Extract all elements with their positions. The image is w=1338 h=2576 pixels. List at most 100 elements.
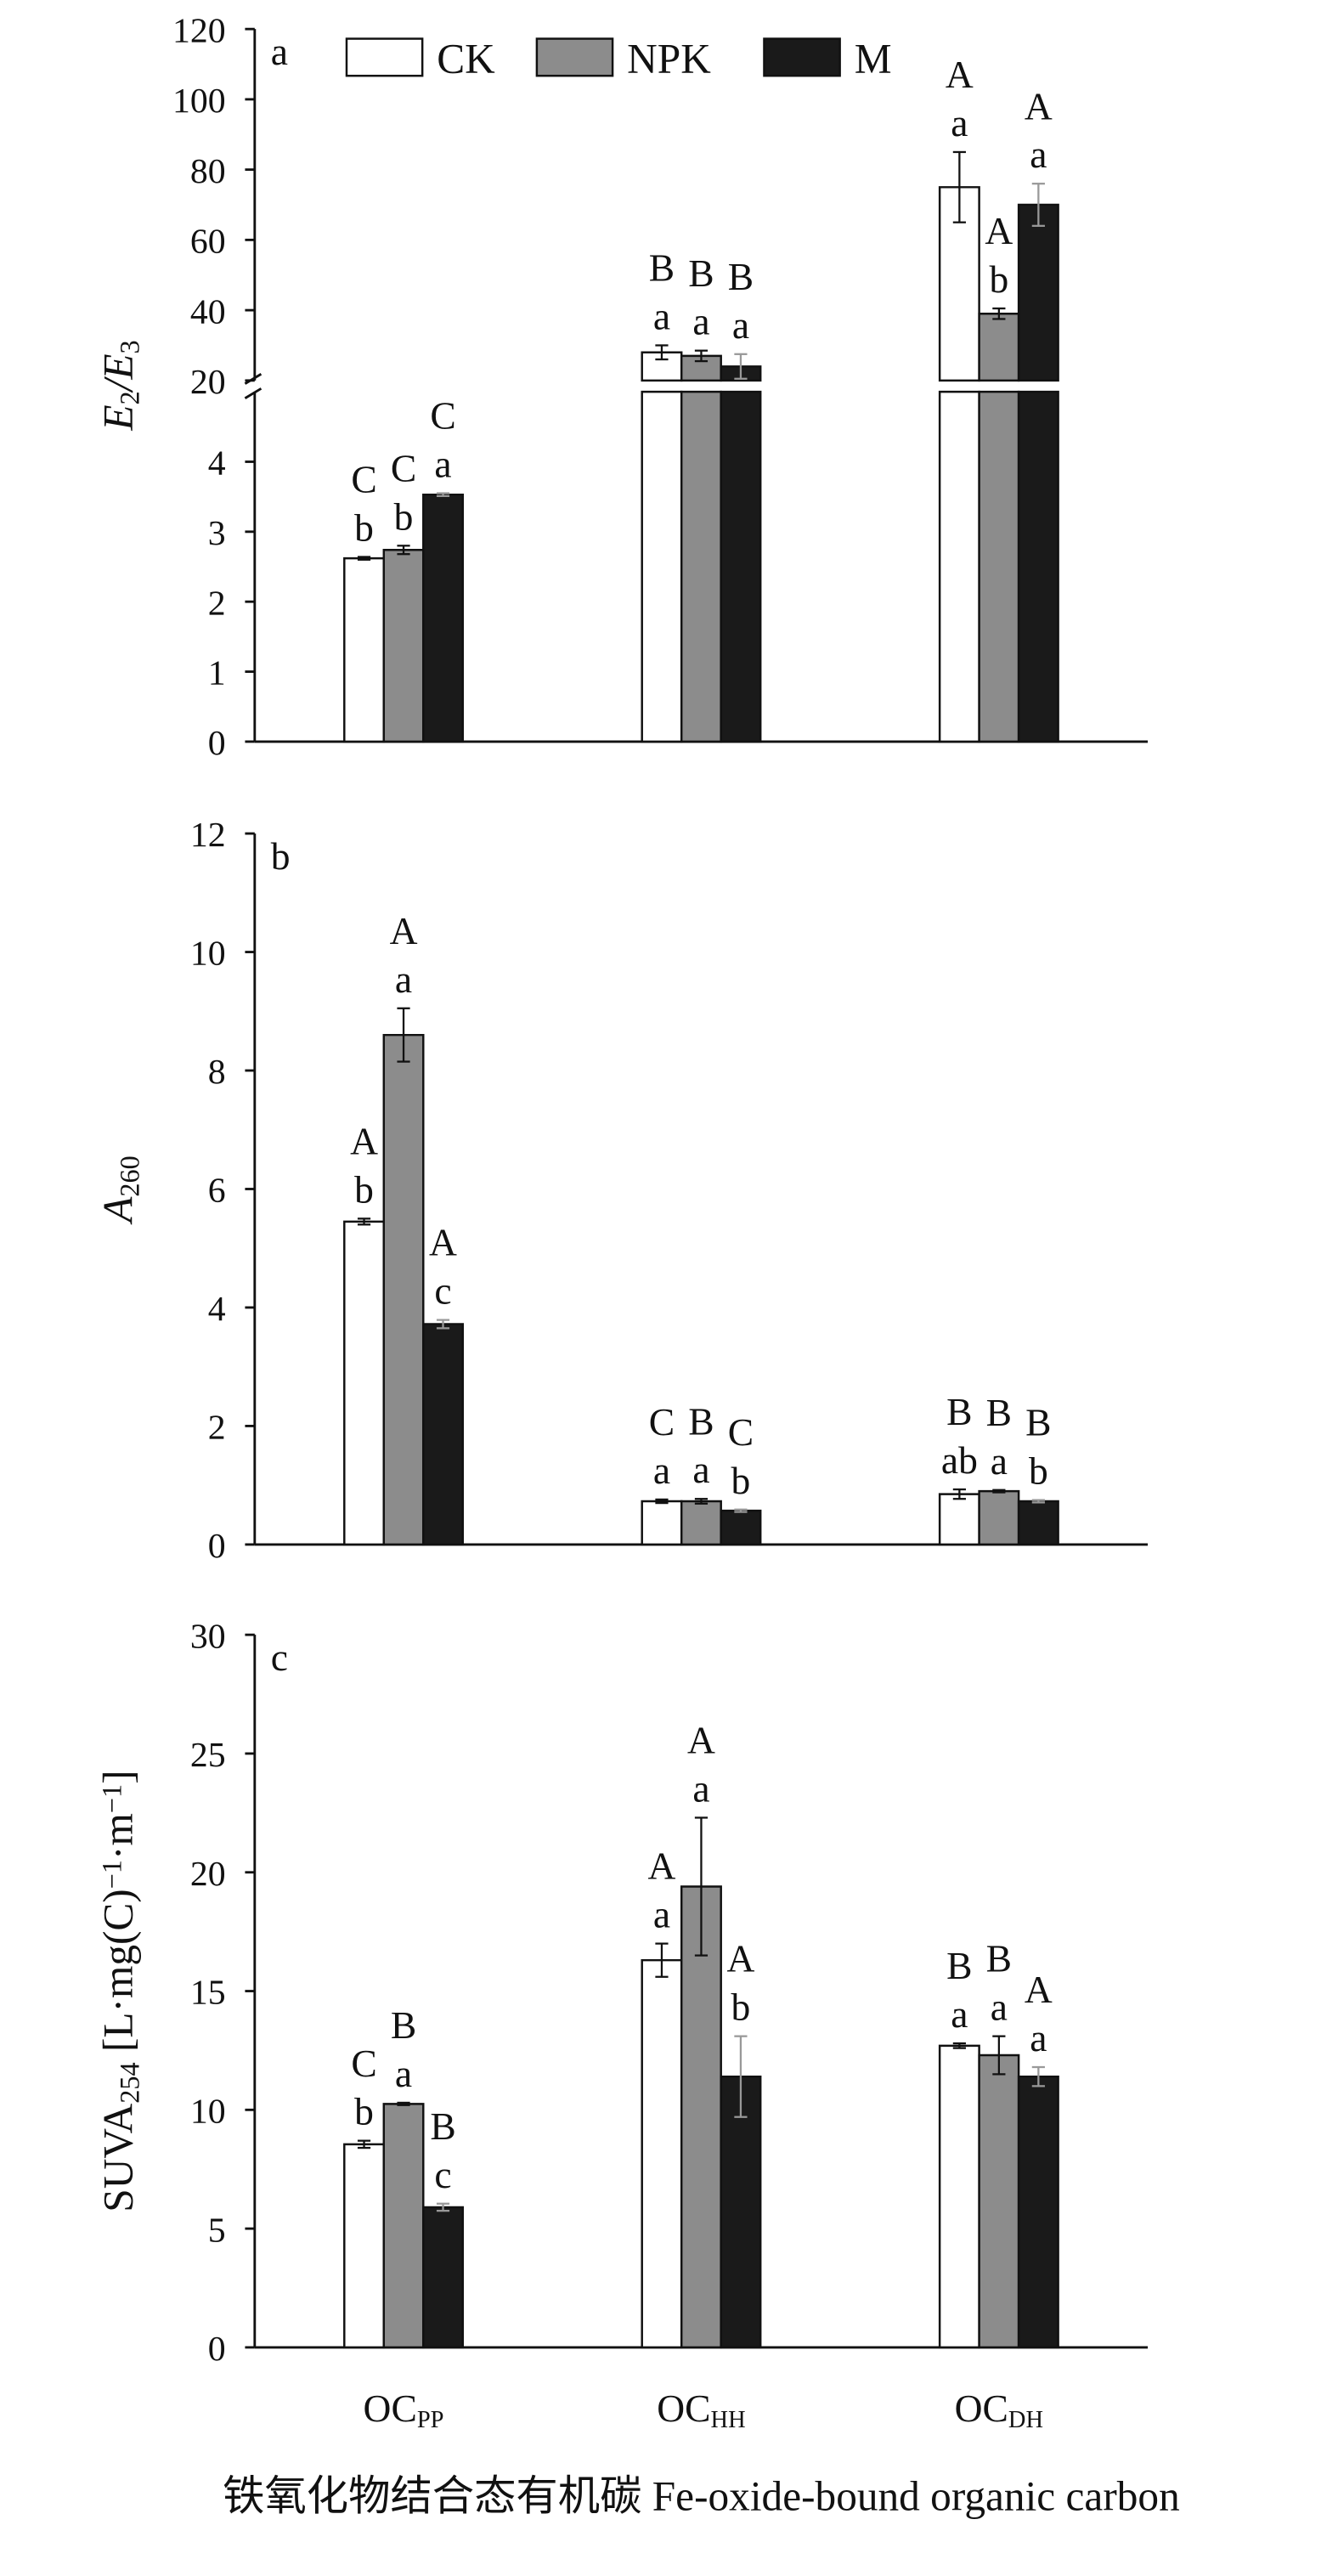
label-part: A [95, 1196, 142, 1225]
y-tick-label: 20 [190, 363, 226, 402]
panel-label: a [271, 30, 288, 73]
group-letter: B [946, 1944, 972, 1987]
y-tick-label: 120 [172, 11, 226, 50]
group-letter: B [1025, 1401, 1051, 1444]
y-axis-label: A260 [95, 1155, 145, 1225]
label-part: 2 [115, 391, 145, 404]
bar [1017, 2075, 1059, 2349]
bar [641, 351, 683, 743]
significance-letter: a [692, 300, 709, 343]
error-bar [436, 492, 450, 497]
label-part: OC [955, 2387, 1008, 2430]
significance-letter: c [434, 2153, 451, 2196]
label-part: 260 [115, 1155, 145, 1196]
x-axis-label: 铁氧化物结合态有机碳 Fe-oxide-bound organic carbon [223, 2473, 1180, 2520]
label-part: DH [1008, 2407, 1043, 2433]
error-bar [1031, 2065, 1045, 2087]
group-letter: B [986, 1937, 1012, 1980]
significance-letter: b [731, 1986, 751, 2029]
legend-label: M [855, 35, 892, 82]
group-letter: A [390, 909, 418, 952]
group-letter: A [1025, 1968, 1053, 2011]
error-bar [694, 1816, 709, 1957]
bar [978, 1489, 1020, 1546]
bar [422, 1323, 464, 1546]
legend-item: CK [345, 35, 495, 82]
y-tick-label: 4 [208, 444, 226, 483]
y-tick-label: 0 [208, 724, 226, 763]
error-bar [952, 150, 966, 223]
y-tick-label: 2 [208, 1409, 226, 1448]
error-bar [397, 2101, 410, 2106]
group-letter: B [688, 1399, 714, 1443]
bar [938, 1493, 980, 1546]
error-bar [655, 1498, 669, 1505]
bar [680, 354, 722, 743]
y-tick-label: 4 [208, 1290, 226, 1329]
error-bar [734, 1508, 748, 1513]
group-letter: A [687, 1719, 715, 1762]
label-part: ·m [95, 1813, 142, 1860]
significance-letter: ab [941, 1438, 978, 1482]
legend-label: NPK [627, 35, 711, 82]
label-part: ] [95, 1770, 142, 1783]
y-tick-label: 6 [208, 1172, 226, 1211]
error-bar [357, 1217, 371, 1226]
significance-letter: a [395, 2052, 412, 2095]
error-bar [992, 307, 1006, 320]
significance-letter: b [731, 1459, 751, 1502]
significance-letter: a [991, 1439, 1008, 1483]
error-bar [397, 1007, 410, 1063]
y-axis-label: SUVA254 [L·mg(C)−1·m−1] [95, 1770, 145, 2212]
group-letter: A [946, 53, 974, 96]
error-bar [655, 344, 669, 361]
group-letter: C [351, 458, 376, 501]
bar [938, 186, 980, 743]
group-letter: C [351, 2042, 376, 2085]
y-tick-label: 15 [190, 1974, 226, 2013]
panel-label: b [271, 834, 291, 878]
legend-swatch [345, 37, 424, 77]
y-tick-label: 100 [172, 82, 226, 121]
group-letter: C [391, 446, 416, 489]
significance-letter: b [394, 494, 414, 538]
error-bar [655, 1942, 669, 1978]
error-bar [397, 545, 410, 556]
y-tick-label: 10 [190, 2093, 226, 2132]
label-part: −1 [97, 1860, 127, 1889]
significance-letter: b [354, 506, 374, 550]
group-letter: A [350, 1119, 378, 1162]
significance-letter: a [653, 1893, 670, 1936]
label-part: PP [417, 2407, 444, 2433]
error-bar [436, 1319, 450, 1330]
error-bar [1031, 183, 1045, 227]
y-axis-label: E2/E3 [95, 340, 145, 431]
bar [978, 2053, 1020, 2349]
significance-letter: a [951, 1992, 968, 2036]
group-letter: A [985, 209, 1013, 252]
bar [720, 2075, 762, 2349]
significance-letter: a [1030, 133, 1047, 176]
axis-break [244, 387, 263, 399]
significance-letter: b [1029, 1449, 1048, 1493]
error-bar [357, 556, 371, 561]
panel-label: c [271, 1635, 288, 1679]
group-letter: C [649, 1400, 675, 1443]
label-part: 3 [115, 340, 145, 353]
group-letter: B [946, 1390, 972, 1433]
y-tick-label: 30 [190, 1617, 226, 1656]
error-bar [436, 2202, 450, 2212]
significance-letter: b [989, 257, 1008, 301]
label-part: E [95, 405, 142, 432]
bar [1017, 1500, 1059, 1546]
bar [680, 1885, 722, 2349]
group-letter: B [391, 2003, 416, 2047]
bar [978, 313, 1020, 743]
bar [422, 2206, 464, 2349]
significance-letter: a [951, 101, 968, 144]
bar [382, 549, 425, 743]
bar [382, 1033, 425, 1546]
group-letter: B [649, 246, 675, 290]
error-bar [952, 2042, 966, 2049]
